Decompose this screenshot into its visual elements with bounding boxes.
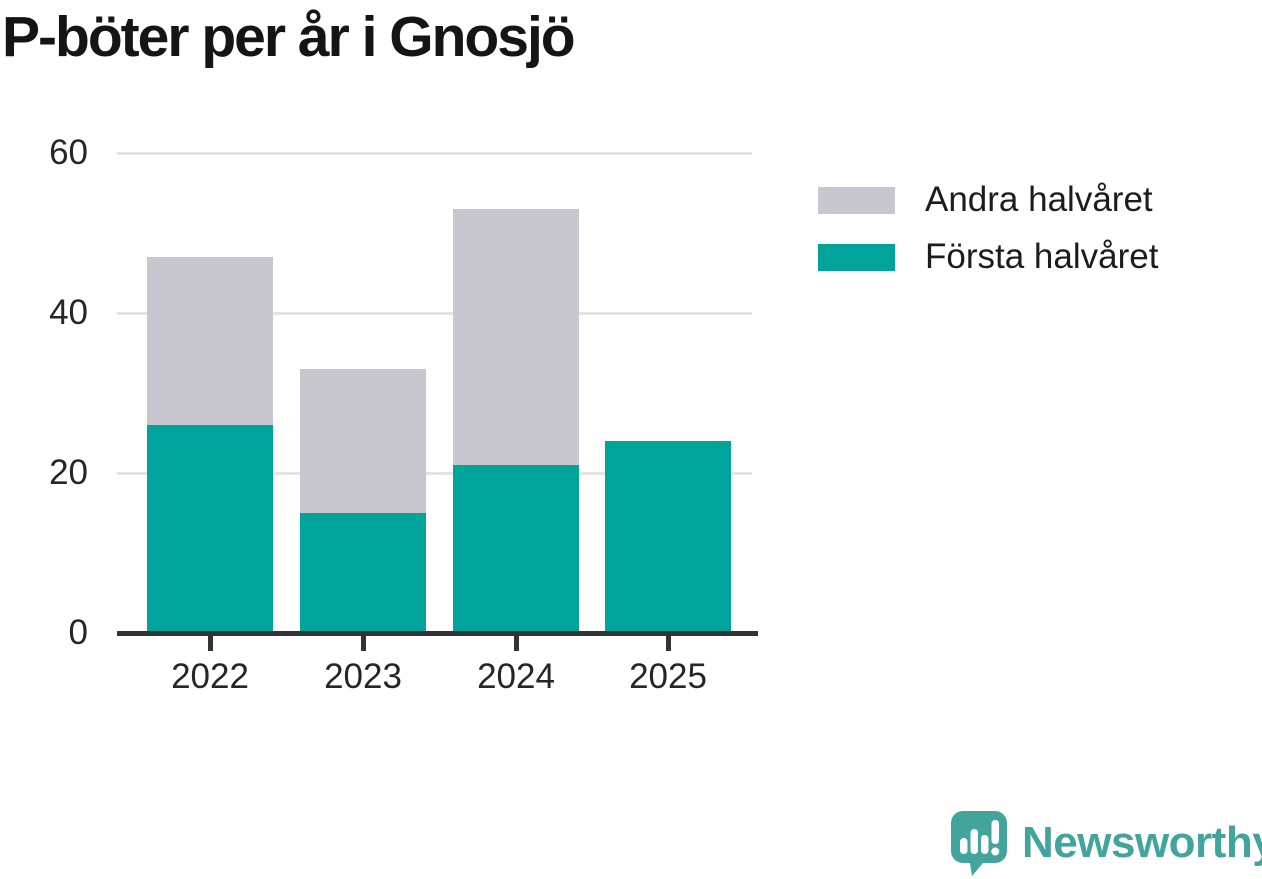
- legend-swatch: [818, 243, 895, 271]
- legend-label: Andra halvåret: [925, 180, 1153, 219]
- legend-item: Första halvåret: [818, 237, 1159, 276]
- y-axis-label-20: 20: [49, 453, 88, 492]
- gridline-60: [117, 152, 752, 155]
- y-axis-label-40: 40: [49, 293, 88, 332]
- x-axis-label-2023: 2023: [324, 657, 402, 696]
- x-tick-2025: [666, 636, 671, 651]
- x-tick-2024: [514, 636, 519, 651]
- bar-2024-forsta-halvaret: [453, 465, 579, 633]
- y-axis-label-0: 0: [68, 613, 88, 652]
- legend-swatch: [818, 186, 895, 214]
- x-axis-label-2025: 2025: [629, 657, 707, 696]
- legend-label: Första halvåret: [925, 237, 1159, 276]
- bar-2022-forsta-halvaret: [147, 425, 273, 633]
- x-axis-label-2024: 2024: [477, 657, 555, 696]
- y-axis-label-60: 60: [49, 133, 88, 172]
- bar-2025-forsta-halvaret: [605, 441, 731, 633]
- gridline-20: [117, 472, 752, 475]
- bar-2023-forsta-halvaret: [300, 513, 426, 633]
- brand-footer: Newsworthy: [947, 810, 1262, 876]
- chart-title: P-böter per år i Gnosjö: [2, 5, 576, 69]
- gridline-40: [117, 312, 752, 315]
- x-axis-label-2022: 2022: [171, 657, 249, 696]
- x-tick-2022: [208, 636, 213, 651]
- newsworthy-logo-icon: [951, 811, 1007, 876]
- legend: Andra halvåret Första halvåret: [818, 180, 1159, 296]
- brand-name: Newsworthy: [1022, 818, 1262, 867]
- bar-2024-andra-halvaret: [453, 209, 579, 465]
- bar-2022-andra-halvaret: [147, 257, 273, 425]
- legend-item: Andra halvåret: [818, 180, 1158, 219]
- bar-2023-andra-halvaret: [300, 369, 426, 513]
- x-tick-2023: [361, 636, 366, 651]
- x-axis-line: [117, 631, 758, 636]
